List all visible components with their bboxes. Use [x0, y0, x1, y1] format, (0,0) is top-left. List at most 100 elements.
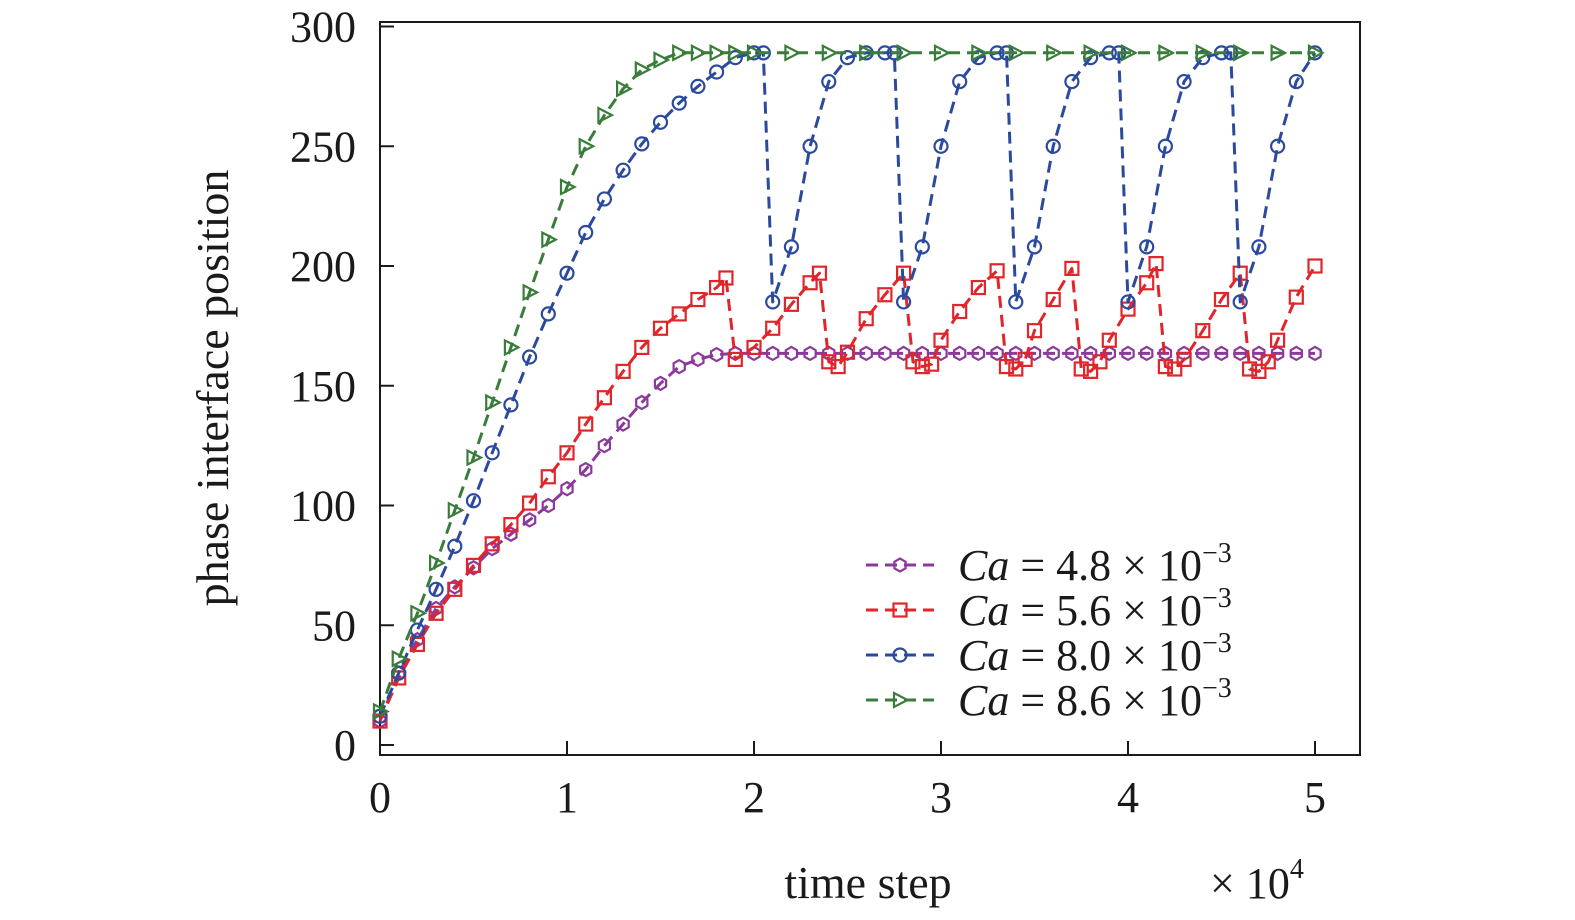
series-3-point-32 [1195, 44, 1213, 62]
series-1-point-40 [1008, 361, 1024, 377]
series-1-point-59 [1251, 363, 1267, 379]
series-1-point-36 [952, 303, 968, 320]
series-0-point-18 [709, 346, 724, 363]
series-0-point-30 [934, 345, 948, 362]
series-2-point-13 [615, 162, 631, 178]
series-1-point-14 [634, 339, 650, 356]
series-1-point-20 [727, 351, 743, 368]
legend-exp-3: −3 [1202, 673, 1232, 704]
series-1-line [378, 262, 1317, 722]
series-1-point-48 [1101, 332, 1117, 348]
series-0-point-10 [560, 480, 574, 497]
series-1-point-44 [1064, 260, 1080, 276]
series-3-point-6 [485, 393, 503, 412]
series-3-point-13 [615, 79, 633, 98]
series-1-point-62 [1288, 289, 1304, 305]
x-tick-label-0: 0 [369, 773, 391, 822]
series-0-point-14 [635, 394, 649, 411]
legend-swatch-marker-2 [892, 647, 908, 663]
series-3-point-28 [1046, 44, 1064, 62]
series-0-point-23 [803, 345, 817, 362]
series-3-point-1 [391, 649, 409, 668]
series-1-point-33 [914, 358, 930, 375]
series-2-point-5 [465, 493, 482, 509]
legend-var-0: Ca [958, 541, 1009, 590]
series-1 [372, 256, 1323, 729]
series-1-point-51 [1148, 256, 1164, 272]
series-3-point-23 [859, 44, 877, 62]
series-3-point-21 [784, 44, 802, 62]
series-1-point-56 [1213, 291, 1230, 308]
series-0-point-17 [691, 351, 705, 368]
x-multiplier-base: × 10 [1210, 859, 1290, 908]
series-2-point-23 [783, 239, 800, 255]
series-1-point-41 [1017, 351, 1033, 368]
series-1-point-47 [1092, 354, 1108, 370]
legend-item-3: Ca = 8.6 × 10−3 [866, 673, 1232, 725]
series-1-point-55 [1195, 323, 1211, 339]
series-2-point-24 [802, 138, 818, 154]
series-3 [372, 44, 1325, 721]
series-2-point-32 [933, 138, 949, 154]
series-1-point-42 [1026, 323, 1043, 339]
series-2-point-25 [821, 73, 837, 90]
series-3-point-27 [1008, 44, 1026, 62]
legend-swatch-marker-1 [892, 602, 908, 618]
series-3-point-26 [971, 44, 989, 62]
series-3-point-24 [896, 44, 914, 62]
series-1-point-39 [998, 358, 1015, 375]
series-1-point-9 [540, 469, 556, 485]
series-2-point-9 [540, 306, 556, 322]
series-1-point-50 [1139, 275, 1155, 291]
series-2-point-26 [839, 50, 856, 66]
legend-label-3: Ca = 8.6 × 10−3 [958, 673, 1232, 725]
x-tick-label-3: 3 [930, 773, 952, 822]
series-2-point-11 [578, 224, 594, 241]
series-3-point-22 [821, 44, 839, 62]
series-1-point-43 [1045, 291, 1061, 308]
legend-item-0: Ca = 4.8 × 10−3 [866, 538, 1232, 590]
series-0-point-15 [653, 375, 668, 392]
series-1-point-37 [970, 279, 987, 296]
series-3-point-9 [541, 230, 559, 249]
series-1-point-54 [1176, 351, 1192, 368]
series-2-point-12 [596, 191, 613, 207]
series-3-point-8 [522, 283, 540, 302]
series-1-point-28 [839, 344, 856, 360]
legend-var-2: Ca [958, 631, 1009, 680]
series-1-point-21 [746, 339, 762, 356]
series-1-point-12 [596, 390, 613, 406]
series-2-point-53 [1269, 138, 1286, 154]
series-0-point-26 [859, 345, 873, 362]
legend-label-0: Ca = 4.8 × 10−3 [958, 538, 1232, 590]
series-1-point-52 [1157, 358, 1174, 375]
series-1-point-23 [783, 296, 800, 312]
series-0-point-28 [896, 345, 911, 362]
series-0-point-50 [1308, 345, 1322, 362]
series-1-point-3 [428, 605, 444, 621]
x-axis-label: time step [784, 857, 951, 908]
series-1-point-61 [1269, 332, 1286, 348]
series-2-point-4 [447, 538, 463, 554]
series-2-point-46 [1157, 138, 1174, 154]
series-1-point-8 [521, 495, 538, 511]
series-2-point-6 [484, 445, 500, 461]
series-3-point-17 [690, 44, 708, 62]
series-1-point-60 [1260, 354, 1276, 370]
legend-exp-0: −3 [1202, 538, 1232, 569]
series-1-point-17 [690, 291, 706, 308]
x-axis-multiplier: × 104 [1210, 854, 1304, 908]
legend-item-2: Ca = 8.0 × 10−3 [866, 628, 1232, 680]
legend-var-3: Ca [958, 676, 1009, 725]
y-tick-label-0: 0 [334, 721, 356, 770]
series-0-point-8 [522, 512, 537, 528]
series-0-point-27 [878, 345, 892, 362]
x-tick-label-2: 2 [743, 773, 765, 822]
series-3-point-3 [429, 554, 446, 572]
series-0-point-31 [952, 345, 967, 362]
series-3-point-35 [1307, 44, 1325, 62]
series-0-point-21 [765, 345, 780, 362]
series-1-point-38 [989, 263, 1005, 279]
series-3-point-34 [1270, 44, 1288, 62]
series-3-point-19 [728, 44, 746, 62]
